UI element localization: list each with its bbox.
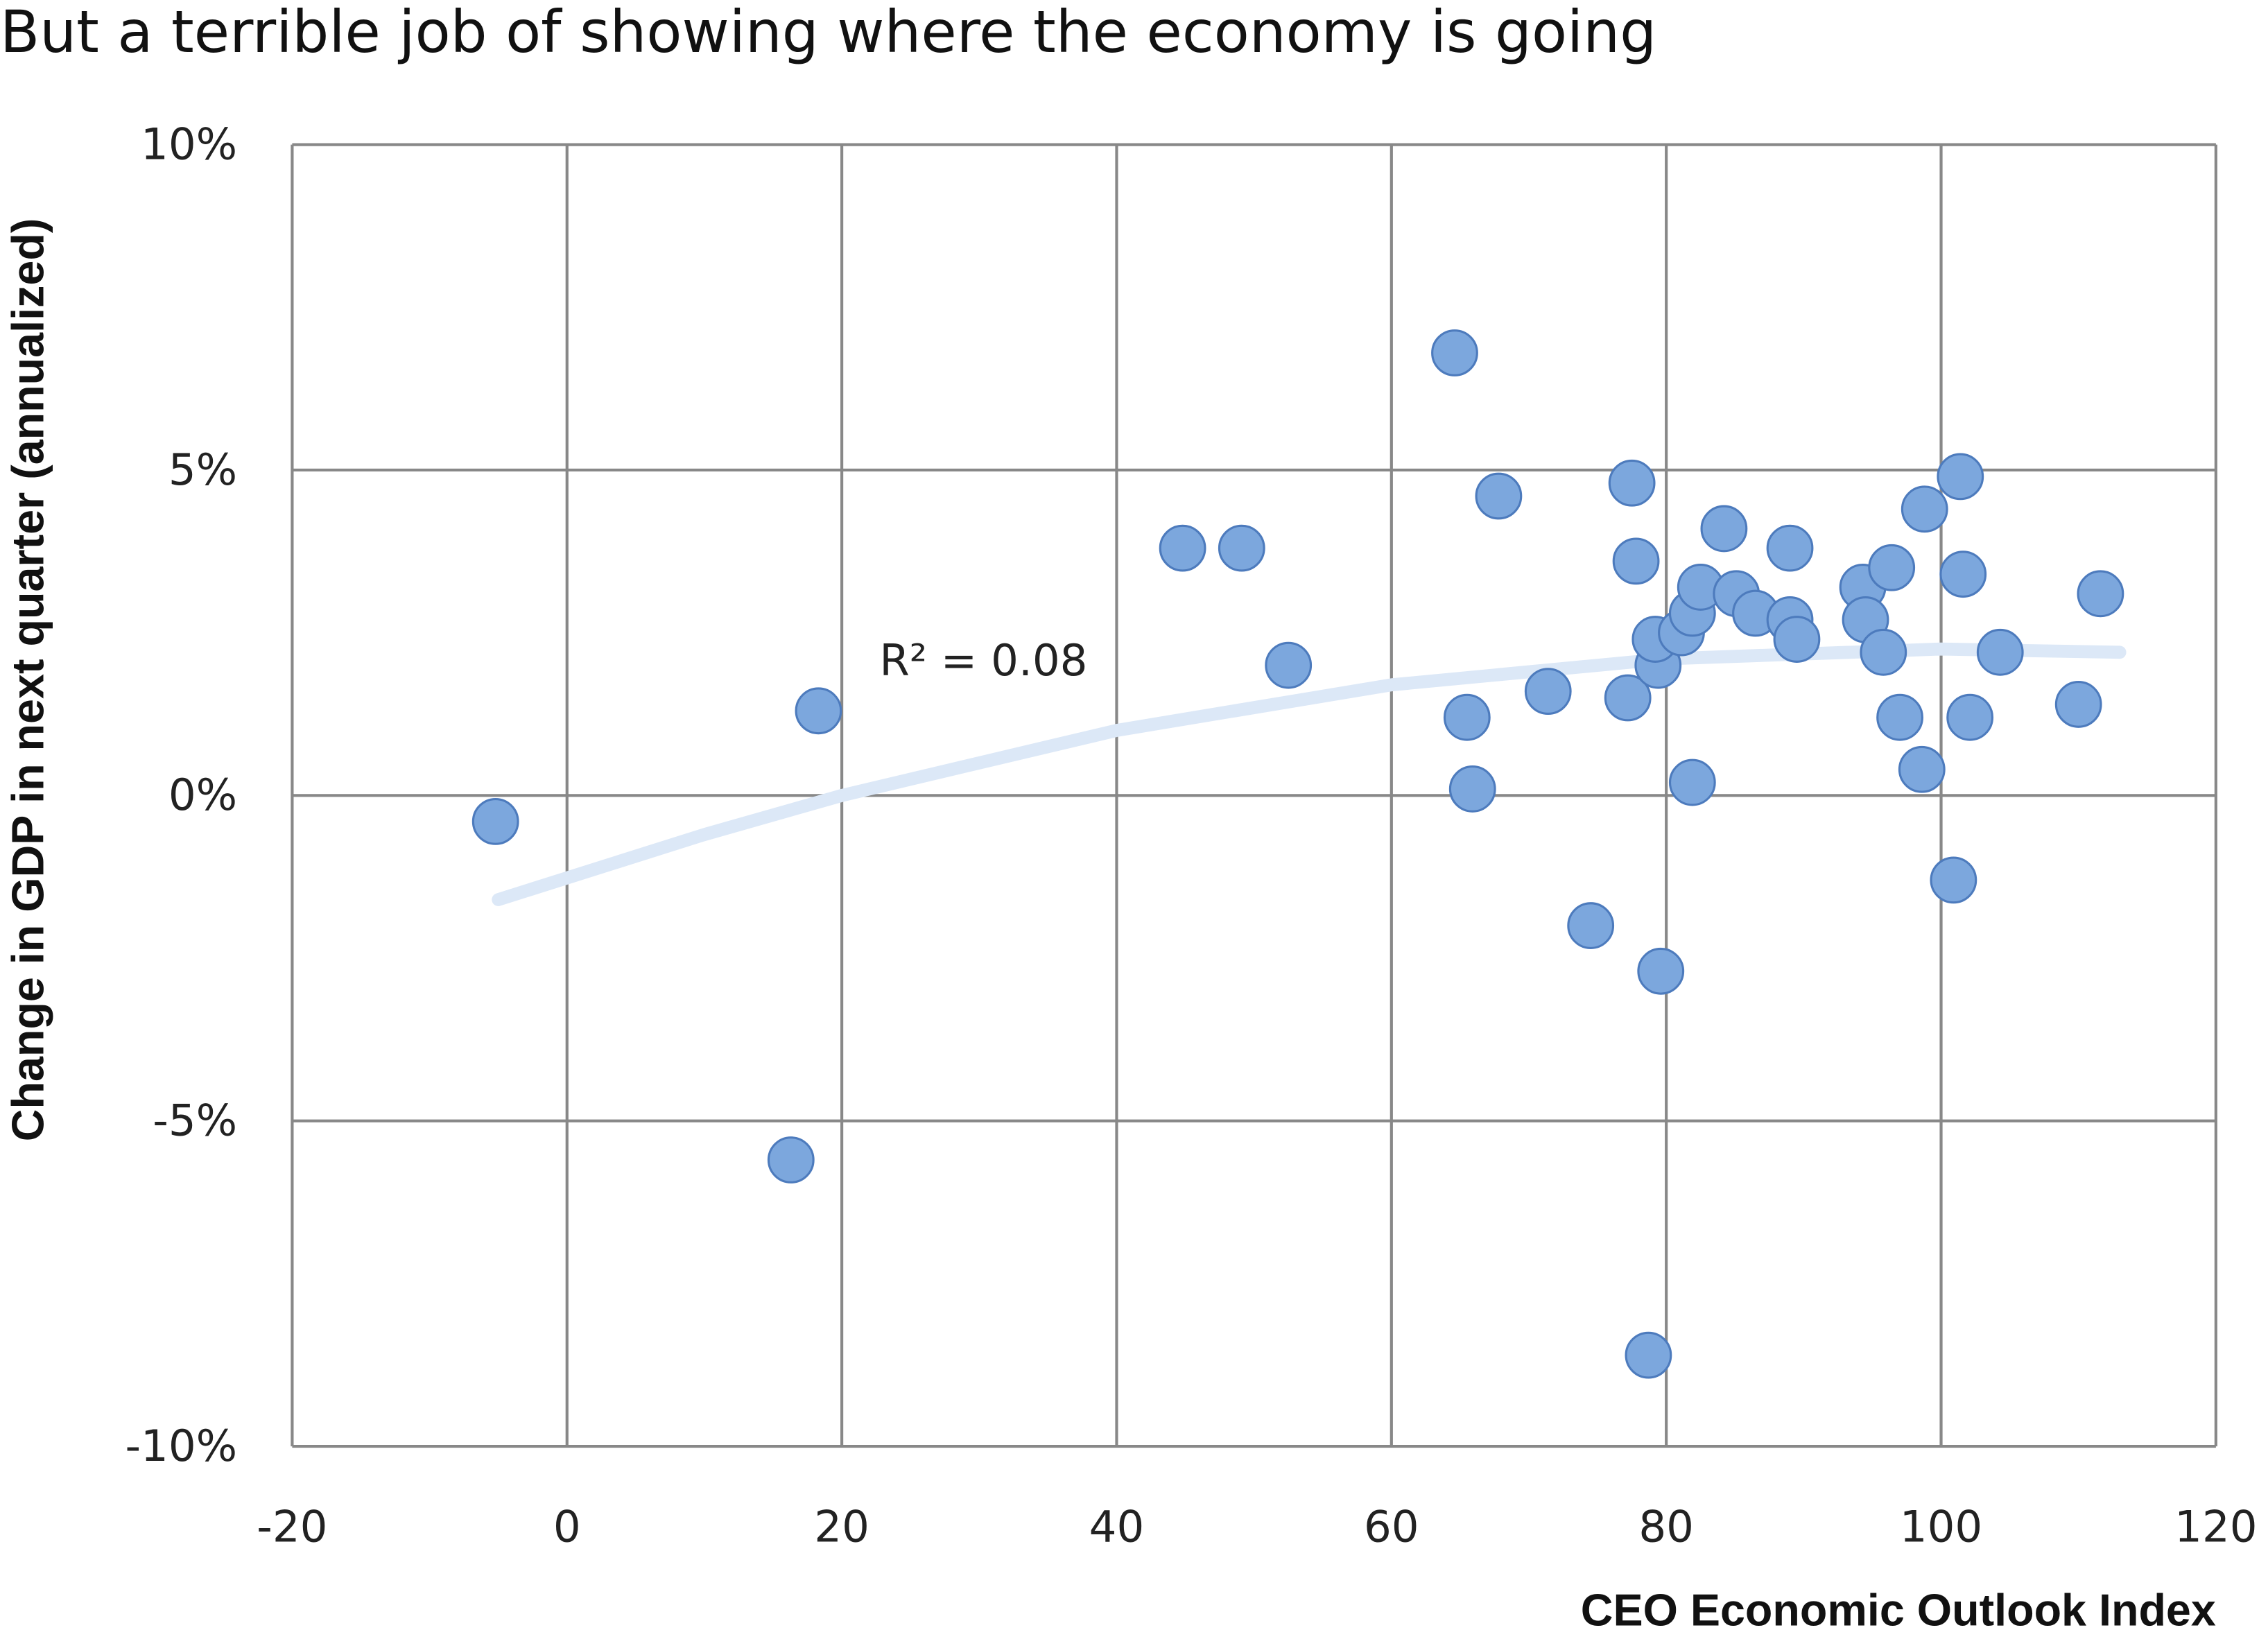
scatter-point [2054,681,2102,728]
scatter-point [1159,524,1206,572]
x-tick-label: 120 [2174,1502,2257,1552]
scatter-point [1637,947,1685,995]
scatter-point [1939,550,1987,598]
scatter-point [1976,628,2024,676]
scatter-point [2077,570,2124,618]
scatter-point [1524,668,1572,716]
scatter-point [795,687,842,735]
y-tick-label: 5% [168,444,237,495]
scatter-point [1604,674,1652,722]
scatter-point [1431,329,1478,376]
scatter-point [1773,616,1821,663]
scatter-point [1475,472,1523,520]
scatter-point [1668,758,1716,806]
trendline [492,642,2127,906]
scatter-point [1860,628,1907,676]
scatter-point [1946,693,1994,741]
scatter-point [1443,693,1491,741]
x-tick-label: 100 [1900,1502,1982,1552]
scatter-point [1218,524,1265,572]
y-tick-label: -10% [125,1421,237,1471]
scatter-point [1265,641,1313,689]
x-tick-label: 20 [814,1502,869,1552]
x-tick-label: 80 [1638,1502,1694,1552]
x-tick-label: 40 [1089,1502,1145,1552]
y-tick-label: 0% [168,770,237,820]
scatter-point [1937,453,1984,501]
scatter-point [1608,459,1656,507]
x-tick-label: 60 [1364,1502,1419,1552]
scatter-point [1766,524,1814,572]
scatter-point [1567,902,1615,949]
y-tick-label: 10% [141,119,237,169]
scatter-point [1930,856,1977,904]
scatter-point [1868,544,1916,591]
x-tick-label: 0 [553,1502,581,1552]
scatter-point [1700,505,1748,553]
annotation: R² = 0.08 [879,635,1087,686]
scatter-point [1448,765,1496,813]
x-tick-label: -20 [257,1502,327,1552]
y-axis-title: Change in GDP in next quarter (annualize… [3,218,53,1142]
scatter-point [1898,745,1946,793]
scatter-point [767,1136,815,1184]
scatter-point [1901,485,1948,533]
chart-title: But a terrible job of showing where the … [0,0,1656,66]
scatter-point [471,797,519,845]
scatter-point [1612,537,1660,585]
x-axis-title: CEO Economic Outlook Index [1581,1585,2216,1630]
scatter-point [1876,693,1923,741]
scatter-point [1625,1331,1672,1379]
y-tick-label: -5% [153,1095,237,1146]
